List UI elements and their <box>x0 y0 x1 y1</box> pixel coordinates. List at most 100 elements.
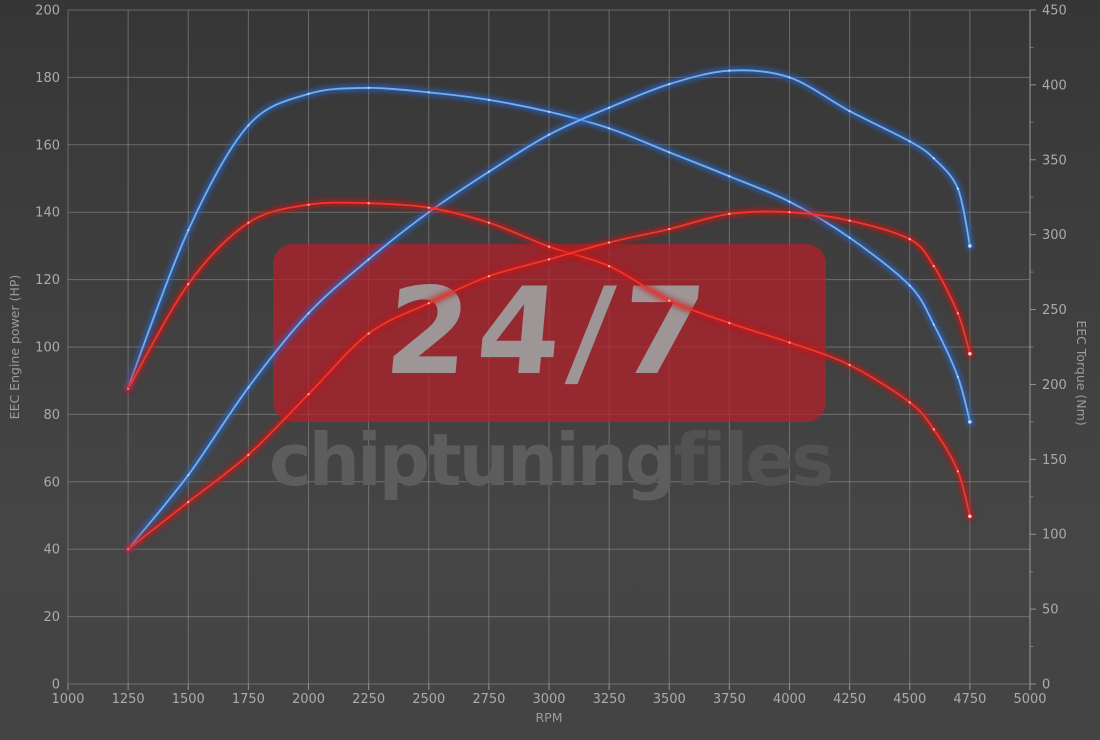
left-tick-label: 80 <box>43 408 60 423</box>
power-curve-red-point <box>908 238 911 241</box>
right-tick-label: 350 <box>1042 153 1067 168</box>
torque-curve-blue-point <box>247 124 250 127</box>
torque-curve-blue-point <box>956 375 959 379</box>
x-tick-label: 4750 <box>953 692 986 707</box>
left-tick-label: 160 <box>35 138 60 153</box>
x-tick-label: 3750 <box>713 692 746 707</box>
power-curve-blue-point <box>547 133 551 136</box>
torque-curve-red-point <box>932 428 935 431</box>
torque-curve-blue-end-tip <box>968 420 972 424</box>
power-curve-red-point <box>608 241 611 244</box>
power-curve-blue-glow-outer <box>123 65 975 554</box>
left-tick-label: 100 <box>35 341 60 356</box>
torque-curve-blue-point <box>608 127 611 130</box>
torque-curve-red-point <box>728 321 731 325</box>
power-curve-red-point <box>247 453 250 456</box>
x-tick-label: 3000 <box>532 692 565 707</box>
power-curve-red-start-glow <box>124 545 132 553</box>
x-axis-title: RPM <box>535 710 562 725</box>
power-curve-red-point <box>848 219 851 222</box>
torque-curve-blue-point <box>908 284 911 287</box>
torque-curve-blue-point <box>788 200 791 203</box>
power-curve-red-point <box>367 332 370 335</box>
power-curve-blue-end-tip <box>968 244 972 248</box>
torque-curve-red-point <box>367 202 370 205</box>
torque-curve-red-point <box>956 470 959 473</box>
torque-curve-blue-point <box>307 92 310 95</box>
right-tick-label: 150 <box>1042 453 1067 468</box>
torque-curve-blue <box>123 83 975 427</box>
x-tick-label: 3500 <box>653 692 686 707</box>
power-curve-red-core <box>127 210 971 551</box>
x-tick-label: 1500 <box>172 692 205 707</box>
torque-curve-red-point <box>547 245 551 248</box>
power-curve-red-point <box>788 211 791 214</box>
right-tick-label: 0 <box>1042 678 1050 693</box>
watermark-word-primary: chiptuning <box>269 418 677 502</box>
power-curve-blue-point <box>487 170 490 173</box>
torque-curve-blue-point <box>547 110 551 113</box>
axis-tick-labels: 1000 1250 1500 1750 2000 2250 2500 2750 3000 3250… <box>35 4 1067 708</box>
power-curve-red-point <box>427 302 430 305</box>
right-tick-label: 100 <box>1042 528 1067 543</box>
curve-group <box>123 65 975 554</box>
power-curve-blue-point <box>728 69 731 72</box>
torque-curve-blue-point <box>728 175 731 178</box>
torque-curve-red-point <box>848 363 851 367</box>
right-tick-label: 200 <box>1042 378 1067 393</box>
watermark-wordmark: chiptuningfiles <box>0 424 1100 496</box>
power-curve-red-point <box>728 212 731 215</box>
torque-curve-red-start-glow <box>124 385 132 393</box>
power-curve-red-point <box>187 500 190 504</box>
torque-curve-blue-point <box>487 98 490 101</box>
watermark-word-secondary: files <box>673 418 834 502</box>
torque-curve-blue-point <box>932 323 935 326</box>
x-tick-label: 5000 <box>1013 692 1046 707</box>
power-curve-red <box>123 207 975 554</box>
torque-curve-red-point <box>788 341 791 344</box>
x-tick-label: 1250 <box>112 692 145 707</box>
torque-curve-red-point <box>247 221 250 224</box>
torque-curve-red-glow-outer <box>123 198 975 521</box>
left-tick-label: 120 <box>35 273 60 288</box>
power-curve-red-point <box>307 393 310 396</box>
power-curve-blue-point <box>788 76 791 79</box>
right-tick-label: 300 <box>1042 228 1067 243</box>
power-curve-blue-point <box>608 106 611 109</box>
power-curve-red-point <box>932 265 935 268</box>
x-tick-label: 4250 <box>833 692 866 707</box>
x-tick-label: 3250 <box>593 692 626 707</box>
torque-curve-red-point <box>608 265 611 268</box>
power-curve-blue-point <box>668 83 671 86</box>
power-curve-blue <box>123 65 975 554</box>
power-curve-blue-core <box>127 69 971 551</box>
power-curve-blue-point <box>247 386 250 389</box>
x-tick-label: 1000 <box>51 692 84 707</box>
left-tick-label: 0 <box>52 678 60 693</box>
power-curve-blue-point <box>848 110 851 113</box>
right-tick-label: 400 <box>1042 78 1067 93</box>
x-tick-label: 2500 <box>412 692 445 707</box>
right-axis-title: EEC Torque (Nm) <box>1074 320 1089 425</box>
power-curve-blue-glow-inner <box>125 68 973 552</box>
left-tick-label: 20 <box>43 610 60 625</box>
right-tick-label: 50 <box>1042 603 1059 618</box>
power-curve-red-point <box>547 258 551 261</box>
torque-curve-red-end-tip <box>968 514 972 519</box>
torque-curve-red-point <box>668 299 671 302</box>
torque-curve-red-point <box>427 206 430 209</box>
left-tick-label: 200 <box>35 4 60 19</box>
x-tick-label: 2000 <box>292 692 325 707</box>
torque-curve-blue-point <box>367 86 370 89</box>
x-tick-label: 2250 <box>352 692 385 707</box>
torque-curve-blue-point <box>187 229 190 232</box>
power-curve-red-point <box>956 312 959 315</box>
left-axis-title: EEC Engine power (HP) <box>7 275 22 420</box>
x-tick-label: 1750 <box>232 692 265 707</box>
left-tick-label: 180 <box>35 71 60 86</box>
torque-curve-red-point <box>487 221 490 224</box>
right-tick-label: 450 <box>1042 4 1067 19</box>
axis-ticks <box>67 9 1036 690</box>
